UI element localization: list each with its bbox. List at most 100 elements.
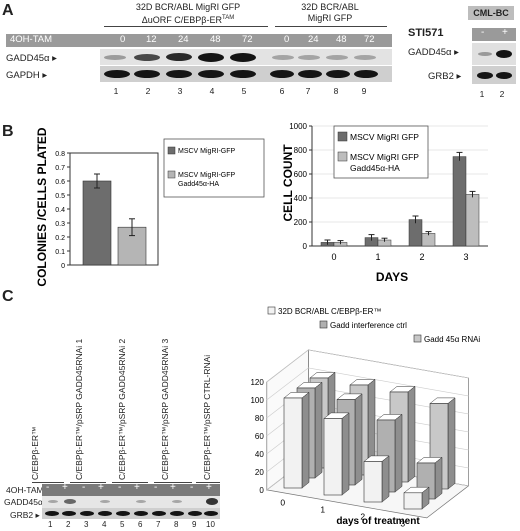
lane-number: 9 — [361, 86, 367, 96]
sign: - — [190, 482, 194, 493]
group1-header: 32D BCR/ABL MigRI GFP ΔuORF C/EBPβ-ERTAM — [108, 2, 268, 26]
timepoint: 0 — [120, 34, 126, 45]
gridline — [266, 367, 309, 401]
legend-swatch — [167, 170, 176, 179]
b2-bars — [320, 151, 480, 247]
blot-band — [496, 50, 512, 58]
lane-number: 2 — [66, 520, 71, 529]
timepoint: 12 — [146, 34, 157, 45]
bar-side — [447, 397, 456, 490]
blot-band — [188, 511, 202, 516]
legend-swatch — [267, 306, 276, 315]
bar — [323, 418, 343, 496]
legend-label: MSCV MigRI-GFP — [178, 148, 236, 155]
x-tick-label: 3 — [463, 252, 468, 262]
y-tick-label: 0.7 — [55, 165, 65, 172]
y-tick-label: 800 — [294, 146, 308, 155]
panel-letter-c: C — [2, 288, 14, 305]
legend-label: MSCV MigRI-GFP — [178, 172, 236, 179]
blot-band — [198, 53, 224, 62]
c-blot-gadd45a — [42, 496, 220, 508]
blot-band — [230, 53, 256, 62]
blot-band — [204, 511, 218, 516]
lane-number: 1 — [479, 89, 485, 99]
sign: + — [134, 482, 140, 493]
lane-number: 6 — [138, 520, 143, 529]
right-blot-gadd45a — [472, 43, 516, 65]
construct-label: C/EBPβ-ER™/pSRP CTRL-RNAi — [202, 354, 212, 480]
timepoint: 48 — [336, 34, 347, 45]
blot-band — [64, 499, 76, 504]
sign: - — [154, 482, 158, 493]
y-tick-label: 0.3 — [55, 221, 65, 228]
bar-side — [434, 456, 443, 500]
y-tick-label: 600 — [294, 170, 308, 179]
c-sign-bar: - + - + - + - + - + — [42, 482, 220, 496]
lane-number: 2 — [499, 89, 505, 99]
blot-band — [478, 52, 492, 56]
legend-label: Gadd45α-HA — [178, 181, 219, 188]
bar-side — [314, 381, 323, 479]
right-row-label-gadd45a: GADD45α ▸ — [408, 47, 459, 58]
c-blot-grb2 — [42, 508, 220, 519]
z-tick-label: 120 — [250, 378, 264, 387]
y-tick-label: 0.4 — [55, 207, 65, 214]
c-legend: 32D BCR/ABL C/EBPβ-ER™ Gadd interference … — [267, 306, 480, 344]
blot-band — [230, 70, 256, 78]
timepoint: 24 — [178, 34, 189, 45]
lane-number: 2 — [145, 86, 151, 96]
legend-label: Gadd interference ctrl — [330, 321, 407, 330]
legend-swatch — [319, 320, 328, 329]
y-tick-label: 0.2 — [55, 235, 65, 242]
y-tick-label: 200 — [294, 218, 308, 227]
construct-label: C/EBPβ-ER™ — [30, 426, 40, 480]
blot-band — [104, 70, 130, 78]
lane-number: 4 — [102, 520, 107, 529]
blot-band — [298, 55, 320, 60]
lane-number: 7 — [305, 86, 311, 96]
x-tick-label: 0 — [331, 252, 336, 262]
c-treatment-label: 4OH-TAM — [6, 485, 44, 495]
construct-bracket — [70, 482, 106, 483]
blot-band — [104, 55, 126, 60]
z-tick-label: 60 — [255, 432, 264, 441]
legend-label: MSCV MigRI GFP — [350, 132, 419, 142]
bar — [408, 219, 423, 247]
blot-band — [134, 54, 160, 61]
blot-band — [116, 511, 130, 516]
b1-ylabel: COLONIES /CELLS PLATED — [35, 127, 49, 286]
z-tick-label: 40 — [255, 450, 264, 459]
gridline — [266, 349, 309, 383]
b1-legend: MSCV MigRI-GFP MSCV MigRI-GFP Gadd45α-HA — [163, 138, 265, 198]
c-row-label-grb2: GRB2 ▸ — [10, 510, 40, 520]
blot-band — [136, 500, 146, 503]
construct-bracket — [32, 482, 64, 483]
blot-band — [477, 72, 493, 79]
construct-label: C/EBPβ-ER™/pSRP GADD45RNAi 1 — [74, 338, 84, 480]
y-tick-label: 0 — [61, 263, 65, 270]
y-tick-label: 0.5 — [55, 193, 65, 200]
blot-band — [98, 511, 112, 516]
sign: + — [502, 27, 508, 38]
legend-swatch — [337, 131, 348, 142]
timepoint: 24 — [308, 34, 319, 45]
bar — [403, 492, 423, 510]
lane-number: 10 — [206, 520, 215, 529]
y-tick-label: 0.8 — [55, 151, 65, 158]
bar — [465, 194, 480, 247]
sign: - — [82, 482, 86, 493]
row-label-gadd45a: GADD45α ▸ — [6, 53, 57, 64]
timepoint: 72 — [364, 34, 375, 45]
legend-frame — [333, 125, 429, 179]
panel-c-3d-chart: 32D BCR/ABL C/EBPβ-ER™ Gadd interference … — [250, 306, 480, 528]
blot-band — [100, 500, 110, 503]
x-tick-label: 3 — [400, 518, 405, 528]
sign: + — [62, 482, 68, 493]
row-label-gapdh: GAPDH ▸ — [6, 70, 48, 81]
x-tick-label: 2 — [419, 252, 424, 262]
blot-band — [198, 70, 224, 78]
treatment-label: 4OH-TAM — [10, 34, 53, 45]
bar — [452, 156, 467, 247]
bar-side — [394, 413, 403, 493]
lane-number: 1 — [48, 520, 53, 529]
